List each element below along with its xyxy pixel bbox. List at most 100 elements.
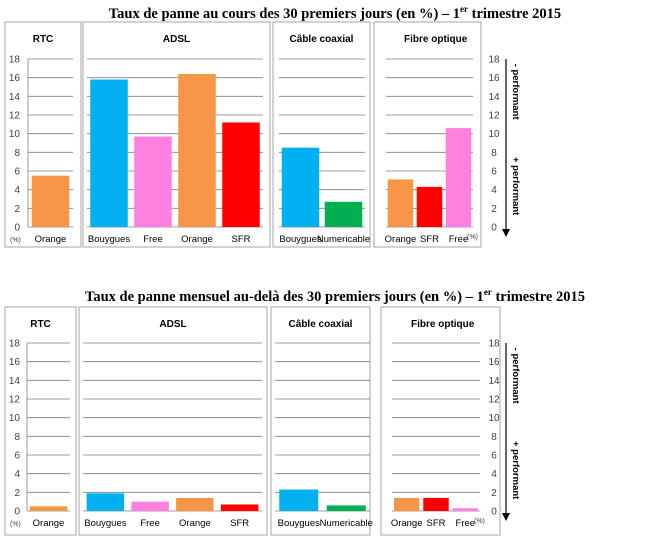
category-label: SFR	[230, 518, 249, 529]
panel-title: Câble coaxial	[289, 319, 353, 330]
right-y-tick-label: 2	[491, 204, 497, 215]
bar-bouygues	[281, 147, 320, 227]
category-label: Orange	[35, 234, 67, 245]
panel-frame	[82, 21, 271, 248]
category-label: Bouygues	[278, 518, 321, 529]
category-label: Bouygues	[88, 234, 131, 245]
title-sup: er	[483, 287, 492, 297]
y-tick-label: 14	[9, 376, 21, 387]
category-label: Orange	[181, 234, 213, 245]
right-y-tick-label: 0	[491, 223, 497, 234]
y-tick-label: 4	[14, 469, 20, 480]
right-y-tick-label: 4	[491, 469, 497, 480]
y-tick-label: 0	[14, 223, 20, 234]
title-sup: er	[460, 4, 469, 14]
y-tick-label: 14	[9, 92, 21, 103]
category-label: Bouygues	[279, 234, 322, 245]
category-label: Free	[456, 518, 476, 529]
panel-title: Fibre optique	[411, 319, 475, 330]
y-tick-label: 2	[14, 488, 20, 499]
y-tick-label: 6	[14, 167, 20, 178]
panel-frame	[270, 306, 371, 536]
category-label: Orange	[33, 518, 65, 529]
right-y-tick-label: 2	[491, 488, 497, 499]
category-label: Numericable	[320, 518, 373, 529]
panel-title: ADSL	[159, 319, 186, 330]
arrow-head-icon	[502, 513, 510, 521]
right-y-tick-label: 14	[488, 376, 500, 387]
title-end: trimestre 2015	[491, 288, 585, 305]
right-y-unit-label: (%)	[467, 234, 478, 241]
bar-sfr	[220, 504, 259, 511]
bar-orange	[178, 73, 216, 227]
bar-numericable	[326, 505, 366, 511]
right-y-tick-label: 12	[488, 395, 500, 406]
chart-1-first-30-days: RTC 0 2 4 6 8 10 12 14 16 18 (%) Orange ADSL Bouygues F…	[4, 21, 521, 248]
bar-bouygues	[90, 79, 128, 228]
bar-free	[131, 501, 169, 511]
category-label: Free	[143, 234, 163, 245]
panel-frame	[380, 306, 501, 536]
chart-2-title: Taux de panne mensuel au-delà des 30 pre…	[0, 287, 670, 306]
panel-frame	[4, 306, 77, 536]
y-tick-label: 12	[9, 111, 21, 122]
right-y-tick-label: 4	[491, 185, 497, 196]
right-y-tick-label: 14	[488, 92, 500, 103]
bar-free	[452, 508, 479, 511]
y-tick-label: 18	[9, 339, 21, 350]
y-tick-label: 18	[9, 55, 21, 66]
bar-orange	[176, 497, 214, 511]
y-tick-label: 8	[14, 432, 20, 443]
annotation-more-performant: + performant	[510, 157, 521, 216]
category-label: Free	[449, 234, 469, 245]
annotation-less-performant: - performant	[510, 348, 521, 405]
panel-title: ADSL	[163, 34, 190, 45]
y-tick-label: 12	[9, 395, 21, 406]
bar-free	[445, 128, 472, 227]
title-text: Taux de panne mensuel au-delà des 30 pre…	[85, 288, 484, 305]
right-y-tick-label: 8	[491, 148, 497, 159]
right-y-tick-label: 18	[488, 55, 500, 66]
y-tick-label: 4	[14, 185, 20, 196]
y-unit-label: (%)	[10, 237, 21, 244]
right-y-unit-label: (%)	[474, 518, 485, 525]
y-tick-label: 16	[9, 357, 21, 368]
y-tick-label: 2	[14, 204, 20, 215]
bar-bouygues	[86, 493, 125, 511]
panel-frame	[4, 21, 82, 248]
title-text: Taux de panne au cours des 30 premiers j…	[108, 5, 461, 22]
right-y-tick-label: 10	[488, 413, 500, 424]
right-y-tick-label: 8	[491, 432, 497, 443]
bar-orange	[387, 179, 414, 227]
category-label: Bouygues	[84, 518, 127, 529]
bar-bouygues	[279, 489, 319, 511]
panel-title: RTC	[30, 319, 51, 330]
title-end: trimestre 2015	[468, 5, 562, 22]
chart-1-title: Taux de panne au cours des 30 premiers j…	[0, 4, 670, 23]
right-y-tick-label: 6	[491, 167, 497, 178]
annotation-less-performant: - performant	[510, 64, 521, 121]
right-y-tick-label: 0	[491, 507, 497, 518]
arrow-head-icon	[502, 229, 510, 237]
bar-free	[134, 136, 172, 227]
y-tick-label: 10	[9, 129, 21, 140]
category-label: Orange	[385, 234, 417, 245]
bar-orange	[31, 175, 70, 227]
y-tick-label: 6	[14, 451, 20, 462]
annotation-more-performant: + performant	[510, 441, 521, 500]
right-y-tick-label: 16	[488, 73, 500, 84]
category-label: SFR	[420, 234, 439, 245]
bar-orange	[393, 497, 420, 511]
y-unit-label: (%)	[10, 521, 21, 528]
right-y-tick-label: 10	[488, 129, 500, 140]
right-y-tick-label: 16	[488, 357, 500, 368]
panel-title: Fibre optique	[404, 34, 468, 45]
panel-frame	[272, 21, 371, 248]
category-label: SFR	[427, 518, 446, 529]
bar-sfr	[222, 122, 260, 227]
panel-title: Câble coaxial	[290, 34, 354, 45]
bar-numericable	[324, 201, 363, 227]
right-y-tick-label: 18	[488, 339, 500, 350]
right-y-tick-label: 12	[488, 111, 500, 122]
